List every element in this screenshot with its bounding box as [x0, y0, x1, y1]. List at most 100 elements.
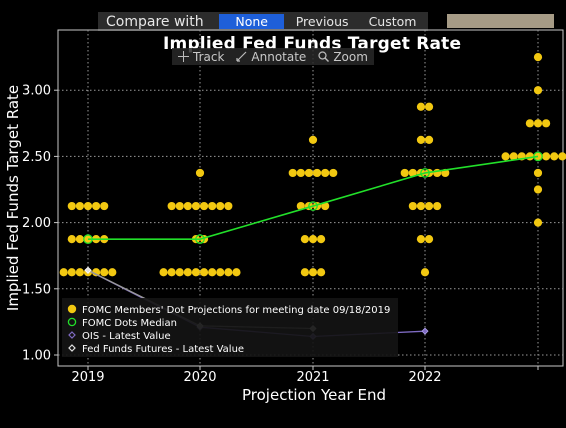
- legend-median-icon: [67, 317, 77, 327]
- fomc-dot: [416, 102, 426, 111]
- fomc-dot: [224, 201, 233, 211]
- fomc-dot: [216, 201, 225, 211]
- legend-item: FOMC Dots Median: [82, 318, 177, 329]
- fomc-dot: [542, 152, 551, 161]
- compare-custom-button[interactable]: Custom: [368, 14, 417, 29]
- x-tick-label: 2020: [183, 370, 216, 385]
- fomc-dot: [195, 168, 205, 178]
- fomc-dot: [208, 268, 217, 277]
- median-marker: [420, 168, 430, 178]
- x-tick-label: 2019: [71, 370, 104, 385]
- fomc-dot: [416, 201, 426, 211]
- fomc-dot: [191, 201, 201, 211]
- fomc-dot: [408, 168, 417, 178]
- fomc-dot: [83, 201, 93, 211]
- fomc-dot: [420, 268, 430, 277]
- fomc-dot: [183, 268, 192, 277]
- x-axis-title: Projection Year End: [242, 386, 386, 404]
- fomc-dot: [525, 119, 535, 128]
- legend-ois-icon: [68, 331, 76, 339]
- legend: FOMC Members' Dot Projections for meetin…: [62, 298, 398, 357]
- zoom-label: Zoom: [333, 49, 368, 64]
- fomc-dot: [424, 201, 434, 211]
- fomc-dot: [159, 268, 168, 277]
- zoom-tool[interactable]: Zoom: [312, 48, 374, 65]
- fomc-dot: [317, 235, 326, 244]
- fomc-dot: [75, 268, 84, 277]
- fomc-dot: [92, 268, 101, 277]
- fomc-dot: [199, 201, 209, 211]
- fomc-dot: [424, 235, 434, 244]
- fomc-dot: [321, 168, 330, 178]
- track-tool[interactable]: Track: [172, 48, 230, 65]
- fomc-dot: [533, 185, 543, 194]
- fomc-dot: [199, 268, 209, 277]
- legend-item: OIS - Latest Value: [82, 331, 171, 342]
- y-tick-label: 2.50: [22, 150, 51, 165]
- legend-box: [62, 298, 398, 357]
- compare-none-button[interactable]: None: [219, 14, 285, 29]
- fomc-dot: [321, 201, 330, 211]
- fomc-dot: [216, 268, 225, 277]
- fomc-dot: [288, 168, 297, 178]
- fomc-dot: [59, 268, 68, 277]
- median-marker: [533, 151, 543, 162]
- fomc-dot: [408, 201, 417, 211]
- fomc-dot: [296, 168, 305, 178]
- fomc-dot: [300, 235, 309, 244]
- fomc-dot: [191, 268, 201, 277]
- fomc-dot: [308, 235, 318, 244]
- y-tick-label: 1.00: [22, 349, 51, 364]
- fomc-dot: [542, 119, 551, 128]
- y-tick-label: 3.00: [22, 84, 51, 99]
- fomc-dot: [183, 201, 192, 211]
- fomc-dot: [533, 218, 543, 227]
- plot-frame: [57, 29, 564, 367]
- fomc-dot: [100, 268, 109, 277]
- compare-label: Compare with: [106, 13, 204, 30]
- fomc-dot: [308, 135, 318, 144]
- ois-marker: [421, 327, 429, 335]
- crosshair-icon: [178, 51, 189, 62]
- y-tick-label: 1.50: [22, 282, 51, 297]
- fomc-dot: [317, 268, 326, 277]
- legend-item: Fed Funds Futures - Latest Value: [82, 344, 244, 355]
- magnifier-icon: [318, 51, 330, 62]
- median-marker: [308, 201, 318, 211]
- pencil-icon: [236, 51, 247, 62]
- y-tick-label: 2.00: [22, 216, 51, 231]
- fomc-dot: [175, 268, 184, 277]
- fomc-dot: [433, 201, 442, 211]
- fomc-dot: [424, 102, 434, 111]
- fomc-dot: [224, 268, 233, 277]
- fomc-dot: [558, 152, 566, 161]
- fomc-dot: [501, 152, 510, 161]
- compare-previous-button[interactable]: Previous: [295, 14, 349, 29]
- fomc-dot: [416, 135, 426, 144]
- fomc-dot: [308, 268, 318, 277]
- fomc-dot: [75, 235, 84, 244]
- chart-tools: Track Annotate Zoom: [172, 48, 374, 65]
- fomc-dot: [312, 168, 322, 178]
- median-marker: [195, 234, 205, 244]
- legend-dot-icon: [67, 304, 77, 314]
- compare-custom-field[interactable]: [447, 14, 554, 28]
- median-marker: [83, 234, 93, 244]
- legend-item: FOMC Members' Dot Projections for meetin…: [82, 305, 390, 316]
- fomc-dot: [533, 168, 543, 178]
- fomc-dot: [400, 168, 409, 178]
- series-line-0: [88, 155, 539, 240]
- fomc-dot: [167, 201, 176, 211]
- fomc-dot: [424, 135, 434, 144]
- annotate-tool[interactable]: Annotate: [230, 48, 312, 65]
- fomc-dot: [329, 168, 338, 178]
- futures-marker: [84, 266, 92, 274]
- compare-toolbar: Compare with None Previous Custom: [98, 12, 428, 31]
- x-tick-label: 2022: [408, 370, 441, 385]
- fomc-dot: [550, 152, 559, 161]
- annotate-label: Annotate: [251, 49, 307, 64]
- fomc-dot: [304, 168, 314, 178]
- fomc-dot: [533, 86, 543, 95]
- fomc-dot: [75, 201, 84, 211]
